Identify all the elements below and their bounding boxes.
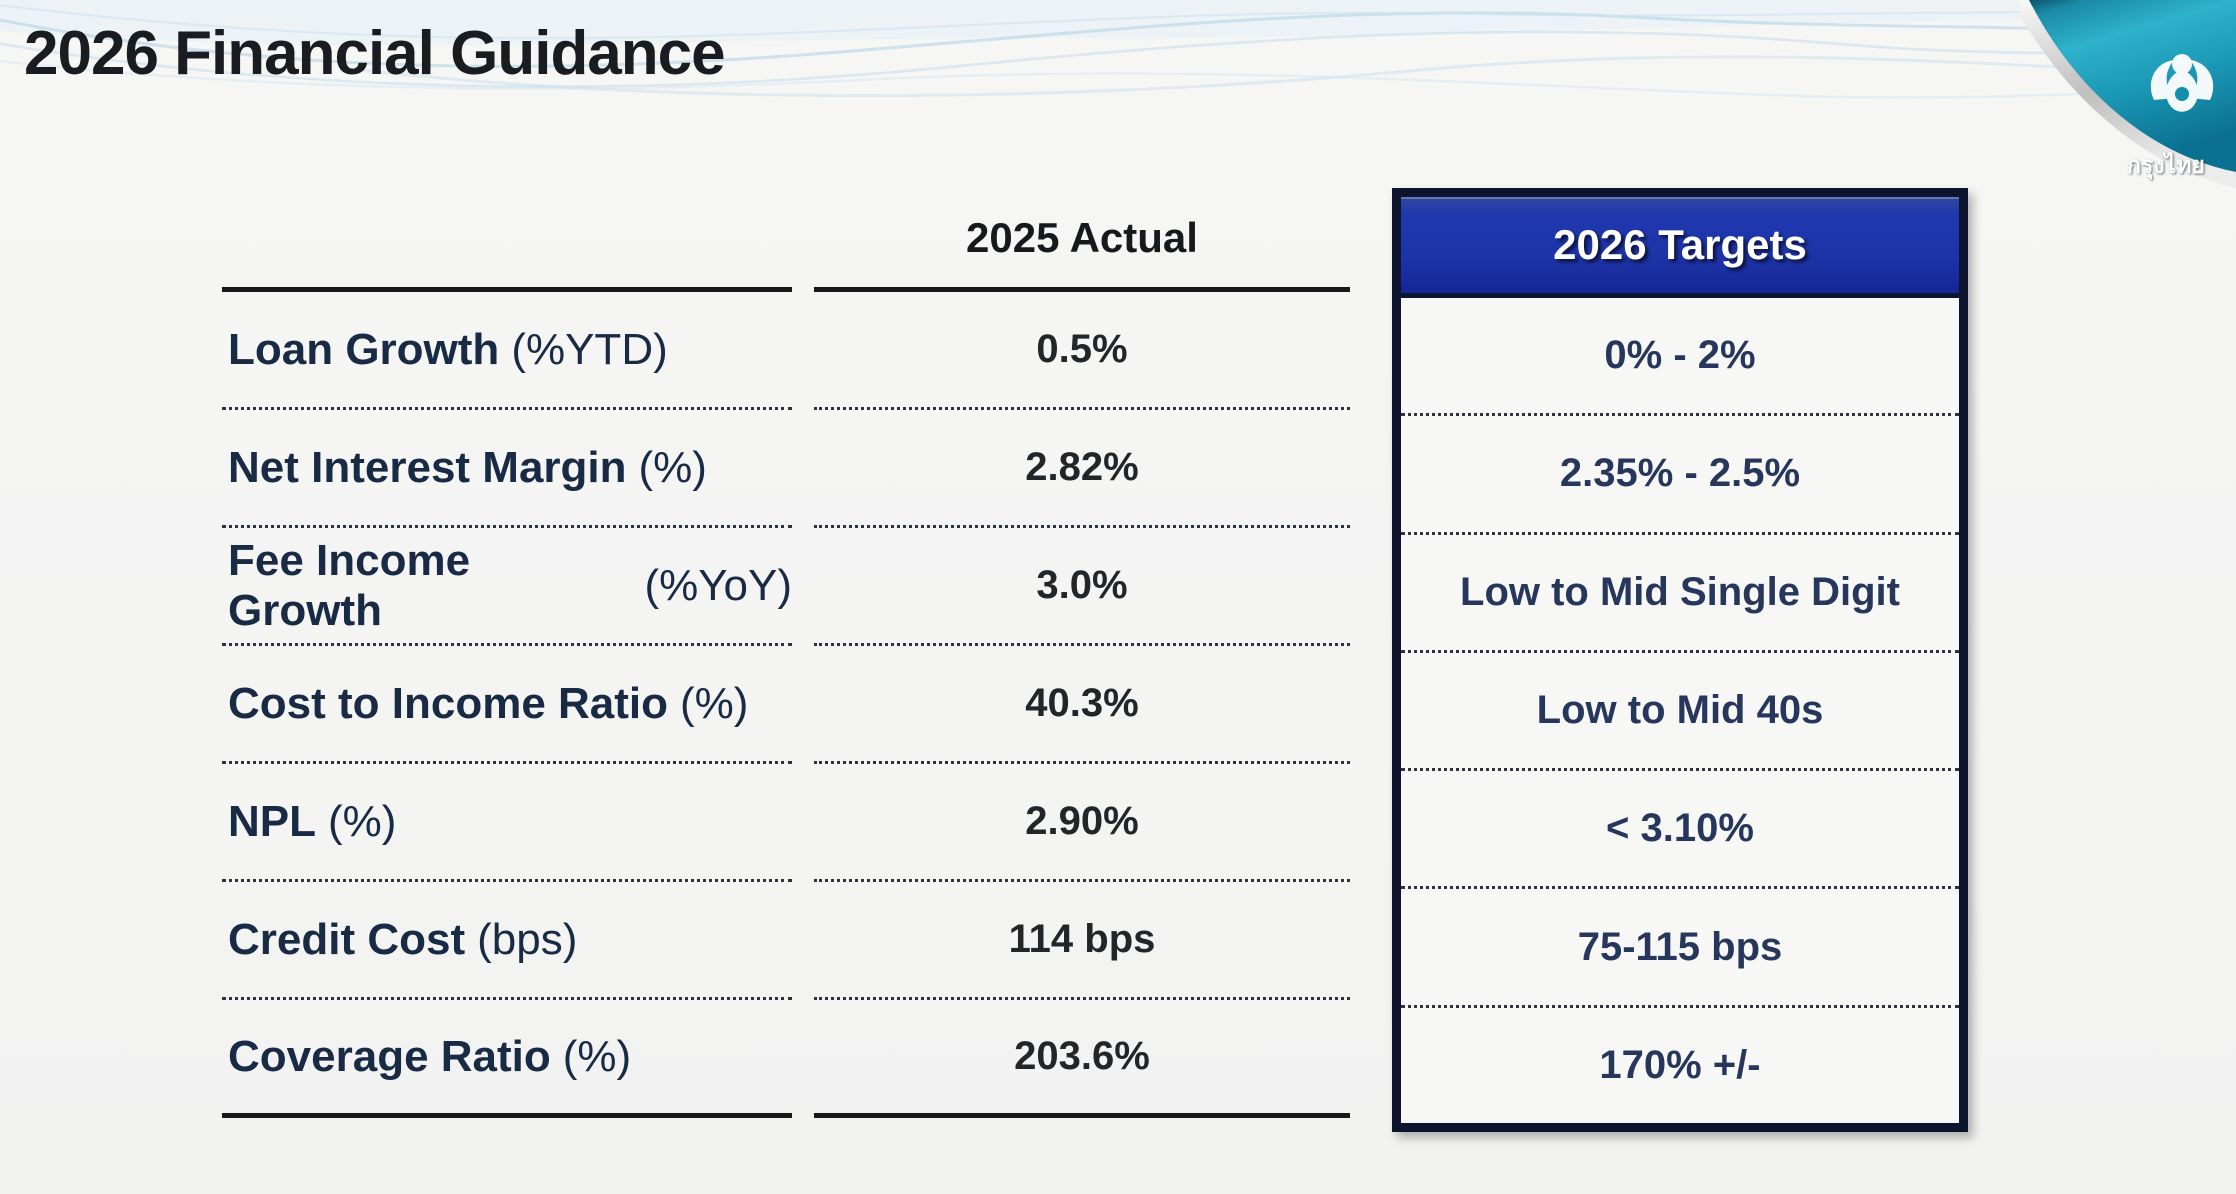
targets-body: 0% - 2% 2.35% - 2.5% Low to Mid Single D… xyxy=(1401,298,1959,1123)
logo-corner-shape xyxy=(2020,0,2236,188)
target-value: 170% +/- xyxy=(1599,1042,1761,1087)
target-value: < 3.10% xyxy=(1401,771,1959,890)
actual-value: 2.82% xyxy=(814,410,1350,528)
metric-name: Cost to Income Ratio xyxy=(228,678,669,728)
page-title: 2026 Financial Guidance xyxy=(24,19,726,88)
metric-unit: (%) xyxy=(328,796,397,846)
target-value: Low to Mid Single Digit xyxy=(1401,535,1959,653)
metric-name: NPL xyxy=(228,796,316,846)
actual-value: 2.90% xyxy=(814,764,1350,882)
metric-unit: (%) xyxy=(638,442,707,492)
metric-label: Cost to Income Ratio (%) xyxy=(222,646,792,764)
metric-unit: (%) xyxy=(562,1031,632,1081)
target-value: 2.35% - 2.5% xyxy=(1401,416,1959,535)
metric-label: NPL (%) xyxy=(222,764,792,882)
krungthai-bird-emblem xyxy=(2150,54,2214,112)
actual-value: 203.6% xyxy=(814,1000,1350,1118)
label-column-header xyxy=(222,188,792,292)
metric-name: Credit Cost xyxy=(228,914,466,964)
metric-label: Fee Income Growth (%YoY) xyxy=(222,528,792,646)
metric-label: Net Interest Margin (%) xyxy=(222,410,792,528)
metric-name: Net Interest Margin xyxy=(228,442,627,492)
metric-unit: (bps) xyxy=(477,914,578,964)
target-value: 0% - 2% xyxy=(1401,298,1959,417)
target-value: Low to Mid 40s xyxy=(1401,653,1959,772)
actual-value: 3.0% xyxy=(814,528,1350,646)
actual-column-header: 2025 Actual xyxy=(814,188,1350,292)
wave-decoration xyxy=(0,0,2236,99)
metric-name: Loan Growth xyxy=(228,324,500,374)
metric-unit: (%YTD) xyxy=(511,324,668,374)
actual-value: 40.3% xyxy=(814,646,1350,764)
metric-unit: (%) xyxy=(680,678,749,728)
metric-label: Loan Growth (%YTD) xyxy=(222,292,792,410)
targets-column-header: 2026 Targets xyxy=(1401,197,1959,298)
metric-label: Coverage Ratio (%) xyxy=(222,1000,792,1118)
guidance-table: 2025 Actual Loan Growth (%YTD) 0.5% Net … xyxy=(222,188,1350,1118)
metric-unit: (%YoY) xyxy=(644,560,792,610)
brand-name-thai: กรุงไทย xyxy=(2127,152,2205,178)
targets-column: 2026 Targets 0% - 2% 2.35% - 2.5% Low to… xyxy=(1392,188,1968,1132)
actual-value: 114 bps xyxy=(814,882,1350,1000)
krungthai-logo: กรุงไทย xyxy=(2020,0,2236,192)
target-value: 75-115 bps xyxy=(1401,889,1959,1008)
metric-label: Credit Cost (bps) xyxy=(222,882,792,1000)
actual-value: 0.5% xyxy=(814,292,1350,410)
metric-name: Fee Income Growth xyxy=(228,535,471,635)
metric-name: Coverage Ratio xyxy=(228,1031,551,1081)
